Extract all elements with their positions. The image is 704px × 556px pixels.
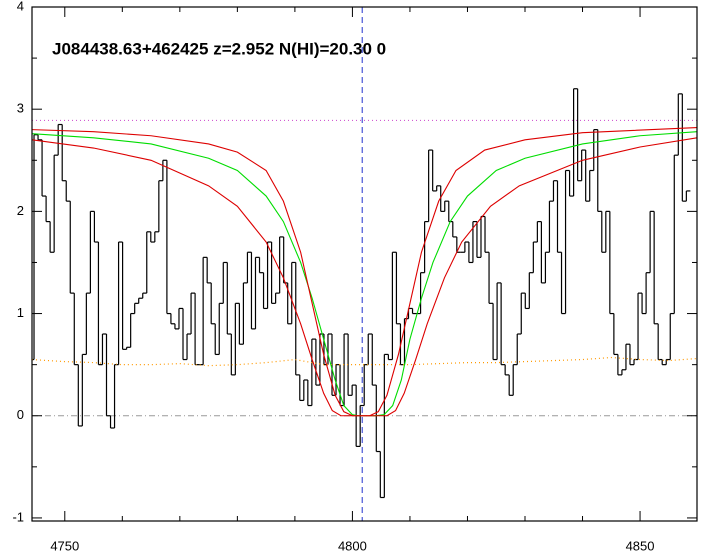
plot-area [32, 7, 697, 521]
y-tick-label: -1 [12, 509, 24, 524]
x-tick-label: 4750 [50, 538, 79, 553]
y-tick-label: 0 [17, 407, 24, 422]
error-line [32, 356, 697, 367]
y-tick-label: 1 [17, 305, 24, 320]
x-tick-label: 4850 [626, 538, 655, 553]
y-tick-label: 3 [17, 101, 24, 116]
plot-frame [31, 6, 698, 522]
y-tick-label: 2 [17, 203, 24, 218]
y-tick-label: 4 [17, 0, 24, 13]
chart-title: J084438.63+462425 z=2.952 N(HI)=20.30 0 [52, 39, 386, 58]
model-line [32, 127, 697, 417]
x-tick-label: 4800 [338, 538, 367, 553]
